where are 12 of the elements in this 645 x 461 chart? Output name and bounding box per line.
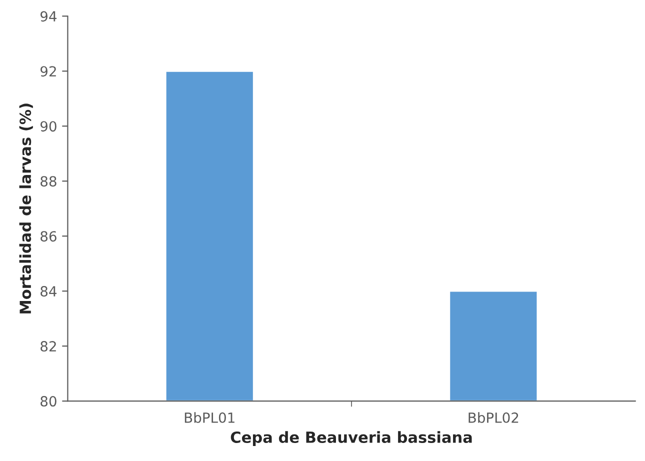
y-tick-label: 82 bbox=[40, 341, 56, 352]
y-axis-title: Mortalidad de larvas (%) bbox=[19, 104, 33, 314]
y-tick-label: 92 bbox=[40, 66, 56, 77]
x-tick-label: BbPL02 bbox=[468, 412, 518, 423]
y-tick-label: 90 bbox=[40, 121, 56, 132]
y-tick-label: 84 bbox=[40, 286, 57, 297]
y-tick-label: 80 bbox=[40, 396, 56, 407]
y-tick-label: 94 bbox=[40, 11, 57, 22]
x-tick-label: BbPL01 bbox=[184, 412, 234, 423]
y-tick-label: 86 bbox=[40, 231, 56, 242]
y-tick-label: 88 bbox=[40, 176, 56, 187]
x-axis-title: Cepa de Beauveria bassiana bbox=[230, 431, 472, 446]
